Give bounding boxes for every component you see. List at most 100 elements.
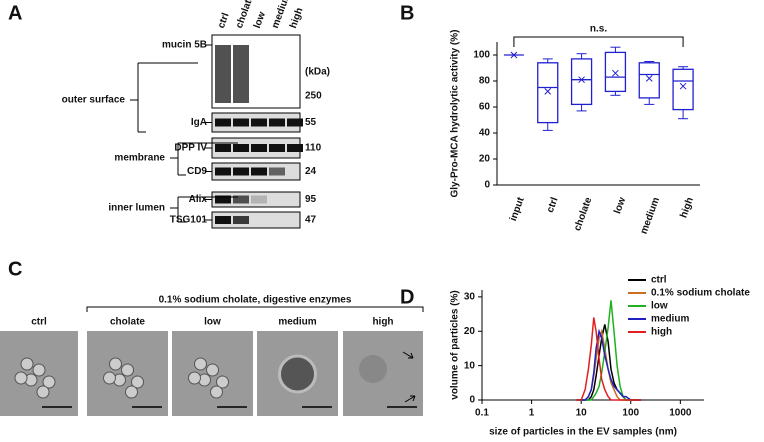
em-label: high: [372, 317, 393, 328]
band: [215, 118, 231, 127]
band: [215, 216, 231, 224]
mean-marker: [612, 69, 619, 77]
band: [233, 144, 249, 152]
legend-label: ctrl: [651, 275, 667, 286]
y-tick-label: 40: [479, 128, 491, 139]
vesicle: [109, 357, 122, 371]
blot-row-label: CD9: [187, 166, 207, 177]
band: [233, 167, 249, 176]
mean-marker: [510, 51, 518, 59]
band: [269, 118, 285, 127]
vesicle: [125, 385, 138, 399]
legend-label: medium: [651, 314, 689, 325]
y-tick-label: 0: [484, 180, 490, 191]
band: [251, 195, 267, 204]
band: [251, 167, 267, 176]
kda-label: 24: [305, 166, 317, 177]
box: [638, 62, 660, 99]
vesicle: [194, 357, 207, 371]
series-line: [576, 317, 641, 401]
x-tick-label: high: [678, 196, 696, 220]
bracket: [170, 142, 238, 176]
vesicle: [103, 371, 116, 385]
y-tick-label: 60: [479, 102, 491, 113]
em-label: medium: [278, 317, 316, 328]
lane-label: ctrl: [216, 11, 232, 30]
x-tick-label: input: [508, 195, 527, 222]
band: [215, 144, 231, 152]
em-heading: 0.1% sodium cholate, digestive enzymes: [159, 295, 352, 306]
blot-row-label: DPP IV: [174, 143, 207, 154]
kda-label: 95: [305, 194, 317, 205]
band: [233, 195, 249, 204]
y-tick-label: 10: [464, 360, 476, 371]
kda-label: 110: [305, 143, 322, 154]
x-tick-label: 1000: [669, 408, 692, 419]
band: [269, 144, 285, 152]
band: [251, 118, 267, 127]
band: [233, 45, 249, 103]
band: [233, 216, 249, 224]
x-tick-label: 0.1: [475, 408, 489, 419]
vesicle: [36, 385, 50, 399]
box: [537, 62, 559, 124]
y-tick-label: 30: [464, 292, 476, 303]
box: [604, 51, 627, 93]
series-line: [576, 328, 641, 401]
band: [215, 195, 231, 204]
vesicle: [206, 363, 219, 377]
vesicle: [14, 371, 28, 385]
unit-label: (kDa): [305, 67, 330, 78]
x-tick-label: ctrl: [545, 196, 561, 215]
blot-row-label: IgA: [191, 117, 207, 128]
group-label: membrane: [114, 153, 165, 164]
y-tick-label: 100: [473, 50, 490, 61]
em-bracket: [86, 306, 424, 312]
band: [251, 144, 267, 152]
mean-marker: [544, 88, 552, 95]
arrow: [402, 351, 416, 403]
panel-label: B: [400, 2, 414, 24]
group-label: outer surface: [62, 95, 126, 106]
lane-label: high: [288, 6, 306, 30]
annotation: n.s.: [590, 24, 607, 35]
mean-marker: [645, 75, 653, 82]
x-tick-label: medium: [639, 196, 662, 236]
x-tick-label: 1: [529, 408, 535, 419]
mean-marker: [578, 76, 585, 84]
band: [215, 45, 231, 103]
box: [672, 68, 694, 111]
y-tick-label: 20: [479, 154, 491, 165]
em-label: ctrl: [31, 317, 47, 328]
vesicle: [121, 363, 134, 377]
em-label: low: [204, 317, 221, 328]
group-label: inner lumen: [108, 203, 165, 214]
vesicle: [216, 375, 229, 389]
blot-row-label: mucin 5B: [162, 40, 207, 51]
x-tick-label: 10: [576, 408, 588, 419]
kda-label: 47: [305, 215, 317, 226]
band: [269, 167, 285, 176]
vesicle: [188, 371, 201, 385]
vesicle: [20, 357, 34, 371]
panel-label: D: [400, 286, 414, 308]
bracket: [130, 62, 198, 133]
x-tick-label: cholate: [572, 195, 594, 232]
bracket: [170, 196, 238, 223]
x-tick-label: low: [612, 196, 628, 216]
lane-label: low: [252, 10, 268, 30]
kda-label: 55: [305, 117, 317, 128]
kda-label: 250: [305, 91, 322, 102]
series-line: [576, 324, 641, 401]
vesicle: [210, 385, 223, 399]
band: [287, 118, 303, 127]
band: [215, 167, 231, 176]
y-axis-title: Gly-Pro-MCA hydrolytic activity (%): [450, 30, 461, 198]
blot-row-label: Alix: [189, 194, 208, 205]
blot-row-label: TSG101: [170, 215, 208, 226]
x-axis-title: size of particles in the EV samples (nm): [489, 427, 677, 437]
vesicle: [42, 375, 56, 389]
legend-label: 0.1% sodium cholate: [651, 288, 750, 299]
legend-label: high: [651, 327, 672, 338]
